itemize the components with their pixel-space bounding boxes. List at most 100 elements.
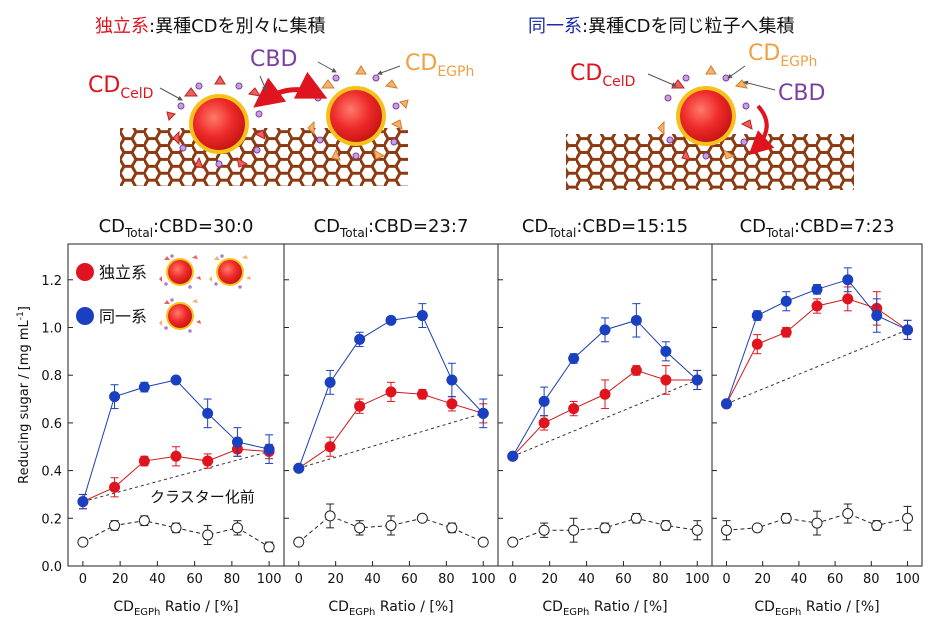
data-point [354, 333, 366, 345]
data-point [780, 512, 792, 524]
label-cd-celld-left: CDCelD [88, 73, 153, 102]
data-point [477, 536, 489, 548]
chart-panel-4: CDTotal:CBD=7:23 0 20 40 60 80 100 CDEGPh Ratio… [711, 216, 923, 618]
x-tick-label: 40 [578, 572, 595, 587]
x-tick-label: 80 [438, 572, 455, 587]
data-point [385, 519, 397, 531]
data-point [354, 522, 366, 534]
data-point [660, 519, 672, 531]
data-point [477, 407, 489, 419]
title-independent-rest: :異種CDを別々に集積 [149, 16, 326, 37]
data-point [507, 450, 519, 462]
legend-marker-independent [76, 263, 94, 281]
data-point [751, 338, 763, 350]
data-point [691, 374, 703, 386]
particle-egph [307, 65, 409, 161]
cbd-domains [177, 82, 263, 168]
pointer-cbd-right-icon [743, 80, 776, 91]
data-point [263, 443, 275, 455]
title-same: 同一系:異種CDを同じ粒子へ集積 [528, 16, 795, 37]
data-point [691, 524, 703, 536]
data-point [538, 417, 550, 429]
particle-core [330, 90, 382, 142]
y-tick-label: 1.0 [41, 321, 62, 336]
pointer-celld-right-icon [647, 73, 677, 87]
x-axis-label: CDEGPh Ratio / [%] [542, 599, 667, 618]
x-tick-label: 40 [791, 572, 808, 587]
data-point [842, 508, 854, 520]
legend-label-independent: 独立系 [99, 263, 147, 282]
x-tick-label: 40 [149, 572, 166, 587]
data-point [385, 386, 397, 398]
title-independent-emph: 独立系 [95, 16, 149, 37]
x-tick-label: 100 [685, 572, 710, 587]
x-tick-label: 100 [895, 572, 920, 587]
data-point [871, 310, 883, 322]
x-tick-label: 80 [224, 572, 241, 587]
data-point [811, 283, 823, 295]
data-point [324, 441, 336, 453]
legend-particle-celld-icon [159, 254, 201, 289]
data-point [77, 496, 89, 508]
series-open-dashed [293, 503, 489, 548]
data-point [568, 352, 580, 364]
title-independent: 独立系:異種CDを別々に集積 [95, 16, 326, 37]
data-point [720, 524, 732, 536]
x-axis-label: CDEGPh Ratio / [%] [113, 599, 238, 618]
plot-frame [711, 243, 923, 567]
data-point [416, 512, 428, 524]
data-point [446, 398, 458, 410]
data-point [231, 522, 243, 534]
data-point [324, 376, 336, 388]
double-arrow-icon [253, 71, 328, 108]
data-point [902, 324, 914, 336]
x-tick-label: 80 [863, 572, 880, 587]
data-point [138, 381, 150, 393]
data-point [842, 293, 854, 305]
y-tick-label: 0.2 [41, 512, 62, 527]
x-tick-label: 80 [652, 572, 669, 587]
series-filled-red [293, 381, 489, 474]
data-point [170, 522, 182, 534]
data-point [293, 536, 305, 548]
data-point [138, 515, 150, 527]
chart-panel-1: CDTotal:CBD=30:0 0.0 0.2 0.4 0.6 0.8 1.0 1.2 0 20… [41, 216, 285, 618]
pointer-egph-icon [377, 65, 401, 75]
label-cbd-left: CBD [250, 47, 297, 72]
series-open-dashed [77, 515, 275, 553]
data-point [780, 295, 792, 307]
data-point [871, 519, 883, 531]
celld-enzymes [166, 75, 266, 169]
data-point [630, 364, 642, 376]
particle-mixed [657, 65, 753, 161]
x-tick-label: 20 [112, 572, 129, 587]
plot-frame [67, 243, 285, 567]
data-point [568, 403, 580, 415]
label-cd-egph-right: CDEGPh [748, 41, 817, 70]
data-point [751, 310, 763, 322]
x-tick-label: 20 [541, 572, 558, 587]
data-point [324, 510, 336, 522]
x-tick-label: 40 [364, 572, 381, 587]
data-point [568, 524, 580, 536]
schematic-same: 同一系:異種CDを同じ粒子へ集積 CDCelD CDEGPh CBD [528, 16, 854, 190]
x-tick-label: 20 [327, 572, 344, 587]
particle-core [680, 90, 732, 142]
x-axis-label: CDEGPh Ratio / [%] [328, 599, 453, 618]
data-point [170, 450, 182, 462]
data-point [660, 345, 672, 357]
data-point [170, 374, 182, 386]
egph-enzymes [307, 65, 409, 161]
label-cd-egph-left: CDEGPh [405, 51, 474, 80]
data-point [263, 541, 275, 553]
data-point [446, 522, 458, 534]
x-tick-label: 60 [401, 572, 418, 587]
data-point [811, 300, 823, 312]
x-tick-label: 0 [79, 572, 87, 587]
title-same-rest: :異種CDを同じ粒子へ集積 [582, 16, 795, 37]
y-axis-label: Reducing sugar / [mg mL-1] [16, 306, 32, 484]
data-point [630, 512, 642, 524]
chart-panel-2: CDTotal:CBD=23:7 0 20 40 60 80 100 CDEGPh Ratio… [283, 216, 499, 618]
data-point [902, 512, 914, 524]
data-point [660, 374, 672, 386]
